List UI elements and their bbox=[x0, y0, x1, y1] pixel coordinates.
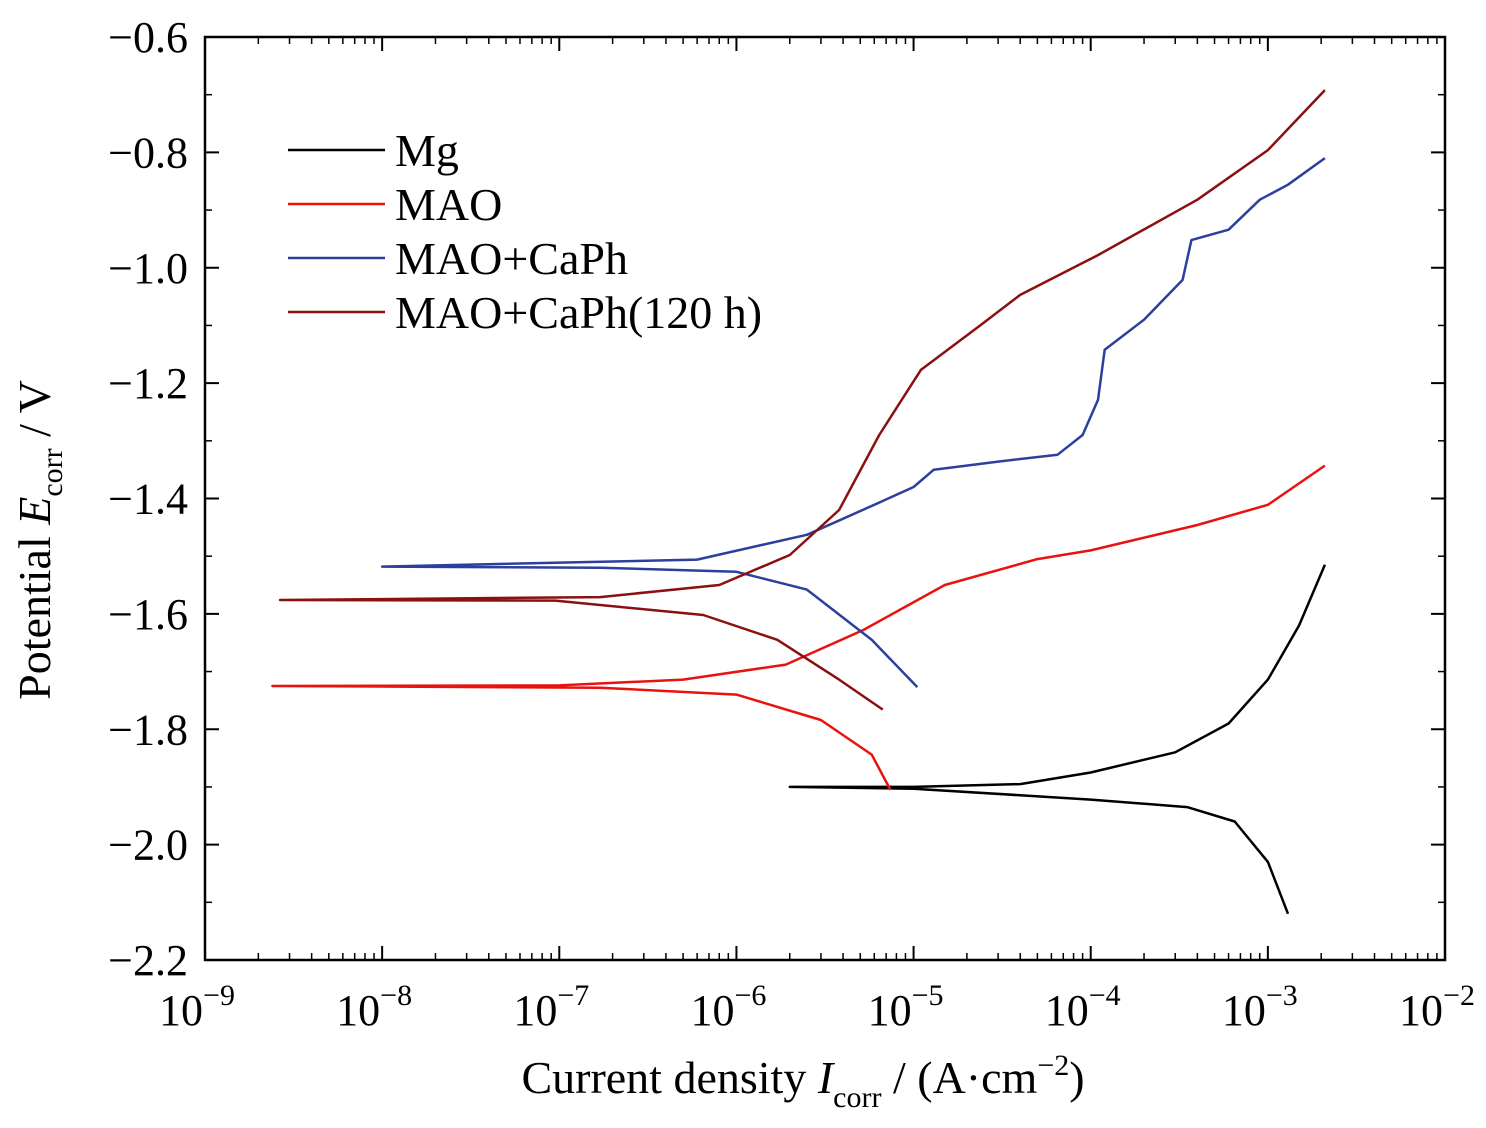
y-tick-label: −1.4 bbox=[108, 475, 188, 524]
y-tick-label: −0.8 bbox=[108, 128, 188, 177]
x-tick-base: 10 bbox=[1222, 986, 1266, 1035]
legend-label: MAO+CaPh bbox=[395, 233, 628, 284]
x-title-suffix: / (A·cm bbox=[881, 1052, 1037, 1103]
y-axis-title: Potential Ecorr / V bbox=[9, 380, 69, 700]
x-axis-title: Current density Icorr / (A·cm−2) bbox=[521, 1049, 1084, 1114]
x-title-end: ) bbox=[1069, 1052, 1084, 1103]
x-tick-exp: −7 bbox=[557, 979, 589, 1012]
x-tick-label: 10−8 bbox=[336, 979, 412, 1035]
legend-label: MAO+CaPh(120 h) bbox=[395, 287, 762, 338]
legend-label: MAO bbox=[395, 179, 502, 230]
x-title-sub: corr bbox=[833, 1081, 881, 1114]
x-tick-base: 10 bbox=[159, 986, 203, 1035]
x-tick-exp: −6 bbox=[734, 979, 766, 1012]
x-tick-base: 10 bbox=[1045, 986, 1089, 1035]
data-curves bbox=[271, 89, 1327, 915]
y-title-sub: corr bbox=[36, 448, 69, 496]
series-mao-caph-curve bbox=[380, 157, 1326, 688]
legend-label: Mg bbox=[395, 125, 459, 176]
y-title-suffix: / V bbox=[9, 380, 60, 448]
y-tick-label: −1.6 bbox=[108, 590, 188, 639]
x-tick-label: 10−2 bbox=[1399, 979, 1475, 1035]
y-tick-label: −1.8 bbox=[108, 705, 188, 754]
x-tick-label: 10−7 bbox=[513, 979, 589, 1035]
x-tick-exp: −8 bbox=[380, 979, 412, 1012]
x-tick-exp: −5 bbox=[912, 979, 944, 1012]
x-tick-label: 10−6 bbox=[690, 979, 766, 1035]
x-tick-exp: −9 bbox=[203, 979, 235, 1012]
x-tick-base: 10 bbox=[513, 986, 557, 1035]
x-tick-base: 10 bbox=[868, 986, 912, 1035]
plot-frame bbox=[203, 35, 1447, 962]
x-title-sup: −2 bbox=[1037, 1049, 1069, 1082]
x-tick-base: 10 bbox=[690, 986, 734, 1035]
y-tick-label: −1.0 bbox=[108, 244, 188, 293]
y-tick-label: −0.6 bbox=[108, 13, 188, 62]
y-tick-label: −2.2 bbox=[108, 936, 188, 985]
y-title-var: E bbox=[9, 497, 60, 526]
x-tick-label: 10−3 bbox=[1222, 979, 1298, 1035]
x-title-prefix: Current density bbox=[521, 1052, 817, 1103]
series-mao-curve bbox=[271, 464, 1326, 791]
x-tick-exp: −2 bbox=[1443, 979, 1475, 1012]
x-tick-base: 10 bbox=[336, 986, 380, 1035]
x-tick-exp: −3 bbox=[1266, 979, 1298, 1012]
axis-ticks: 10−9 10−8 10−7 10−6 10−5 10−4 10−3 10−2−0.6−0.8… bbox=[108, 13, 1475, 1035]
y-title-prefix: Potential bbox=[9, 525, 60, 700]
y-tick-label: −1.2 bbox=[108, 359, 188, 408]
x-tick-label: 10−9 bbox=[159, 979, 235, 1035]
x-title-var: I bbox=[817, 1052, 836, 1103]
x-tick-base: 10 bbox=[1399, 986, 1443, 1035]
y-tick-label: −2.0 bbox=[108, 821, 188, 870]
series-mg-curve bbox=[788, 564, 1327, 915]
series-mao-caph-120-h--curve bbox=[278, 89, 1326, 711]
x-tick-label: 10−5 bbox=[868, 979, 944, 1035]
x-tick-exp: −4 bbox=[1089, 979, 1121, 1012]
x-tick-label: 10−4 bbox=[1045, 979, 1121, 1035]
